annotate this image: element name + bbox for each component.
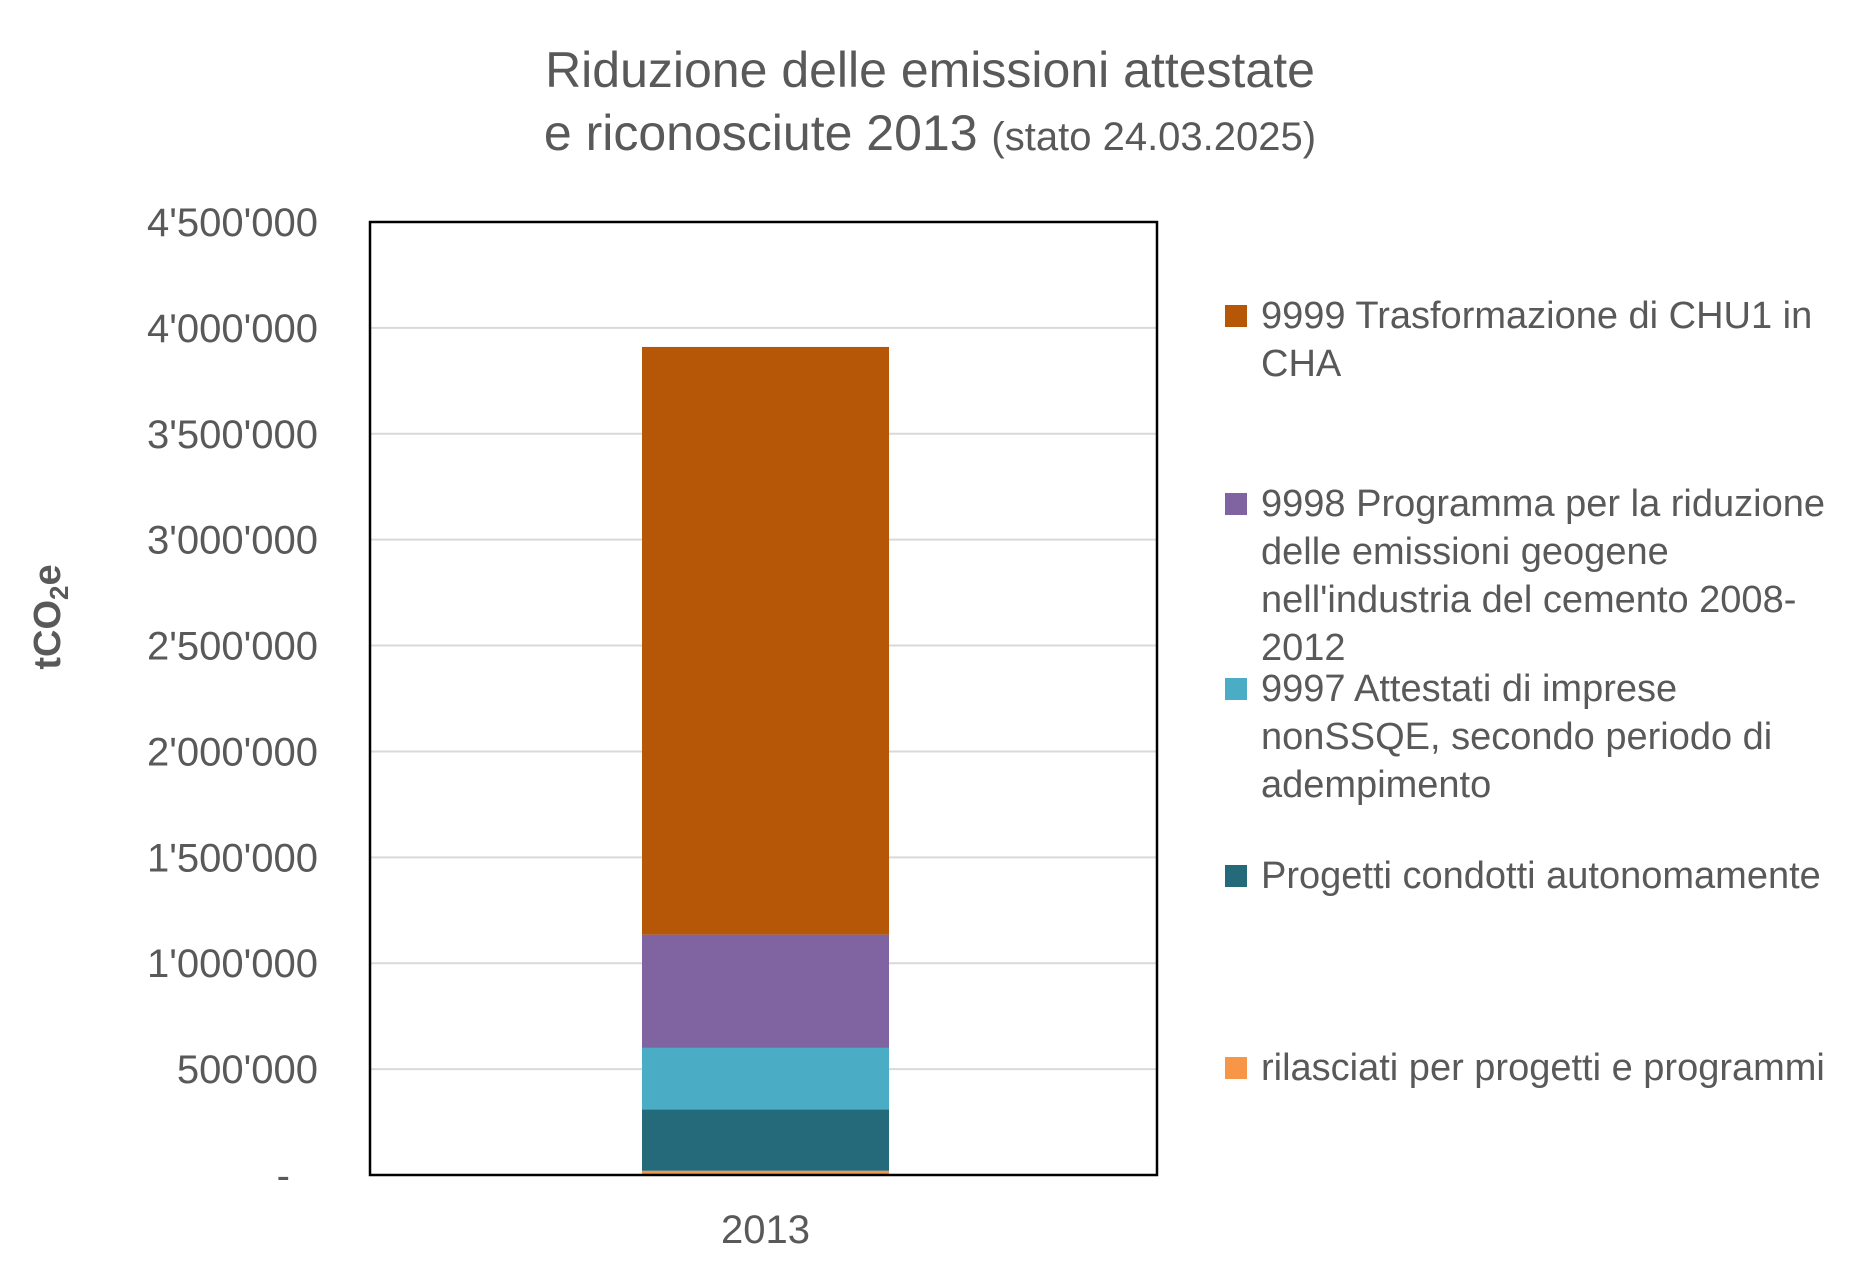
y-tick-label: 3'000'000 (147, 519, 318, 563)
y-tick-label: 2'000'000 (147, 730, 318, 774)
chart-title-year: e riconosciute 2013 (543, 105, 978, 161)
y-tick-label: - (277, 1154, 290, 1198)
bar-segment (642, 934, 889, 1048)
chart-title-line-2: e riconosciute 2013 (stato 24.03.2025) (0, 103, 1857, 167)
plot-area-border (368, 220, 1159, 1177)
chart-subtitle: (stato 24.03.2025) (991, 115, 1317, 159)
y-axis-label-subscript: 2 (44, 586, 74, 600)
x-axis-tick-labels: 2013 (721, 1208, 810, 1252)
legend-swatch (1225, 1057, 1247, 1079)
bar-segment (642, 1047, 889, 1110)
y-axis-tick-labels: - 500'000 1'000'000 1'500'000 2'000'000 2'500… (147, 201, 318, 1198)
bar-segment (642, 346, 889, 935)
y-tick-label: 2'500'000 (147, 625, 318, 669)
y-tick-label: 4'500'000 (147, 201, 318, 245)
y-tick-label: 4'000'000 (147, 307, 318, 351)
legend-label: 9997 Attestati di imprese nonSSQE, secon… (1261, 668, 1773, 806)
y-axis-label-end: e (27, 564, 69, 585)
legend-swatch (1225, 305, 1247, 327)
legend-swatch (1225, 678, 1247, 700)
legend-swatch (1225, 493, 1247, 515)
y-tick-label: 3'500'000 (147, 413, 318, 457)
y-axis-label: tCO2e (27, 564, 74, 669)
legend: 9999 Trasformazione di CHU1 in CHA 9998 P… (1225, 0, 1857, 1274)
bar-segment (642, 1109, 889, 1171)
chart-title: Riduzione delle emissioni attestate (545, 42, 1315, 98)
y-axis-label-main: tCO (27, 600, 69, 670)
legend-swatch (1225, 865, 1247, 887)
y-tick-label: 1'000'000 (147, 942, 318, 986)
legend-label: rilasciati per progetti e programmi (1261, 1047, 1825, 1089)
legend-label: 9999 Trasformazione di CHU1 in CHA (1261, 295, 1813, 385)
legend-label: 9998 Programma per la riduzione delle em… (1261, 483, 1825, 669)
y-tick-label: 1'500'000 (147, 836, 318, 880)
x-tick-label: 2013 (721, 1208, 810, 1252)
y-tick-label: 500'000 (177, 1048, 318, 1092)
bar-segment (642, 1170, 889, 1175)
bar-stack (642, 346, 889, 1175)
legend-label: Progetti condotti autonomamente (1261, 855, 1821, 897)
